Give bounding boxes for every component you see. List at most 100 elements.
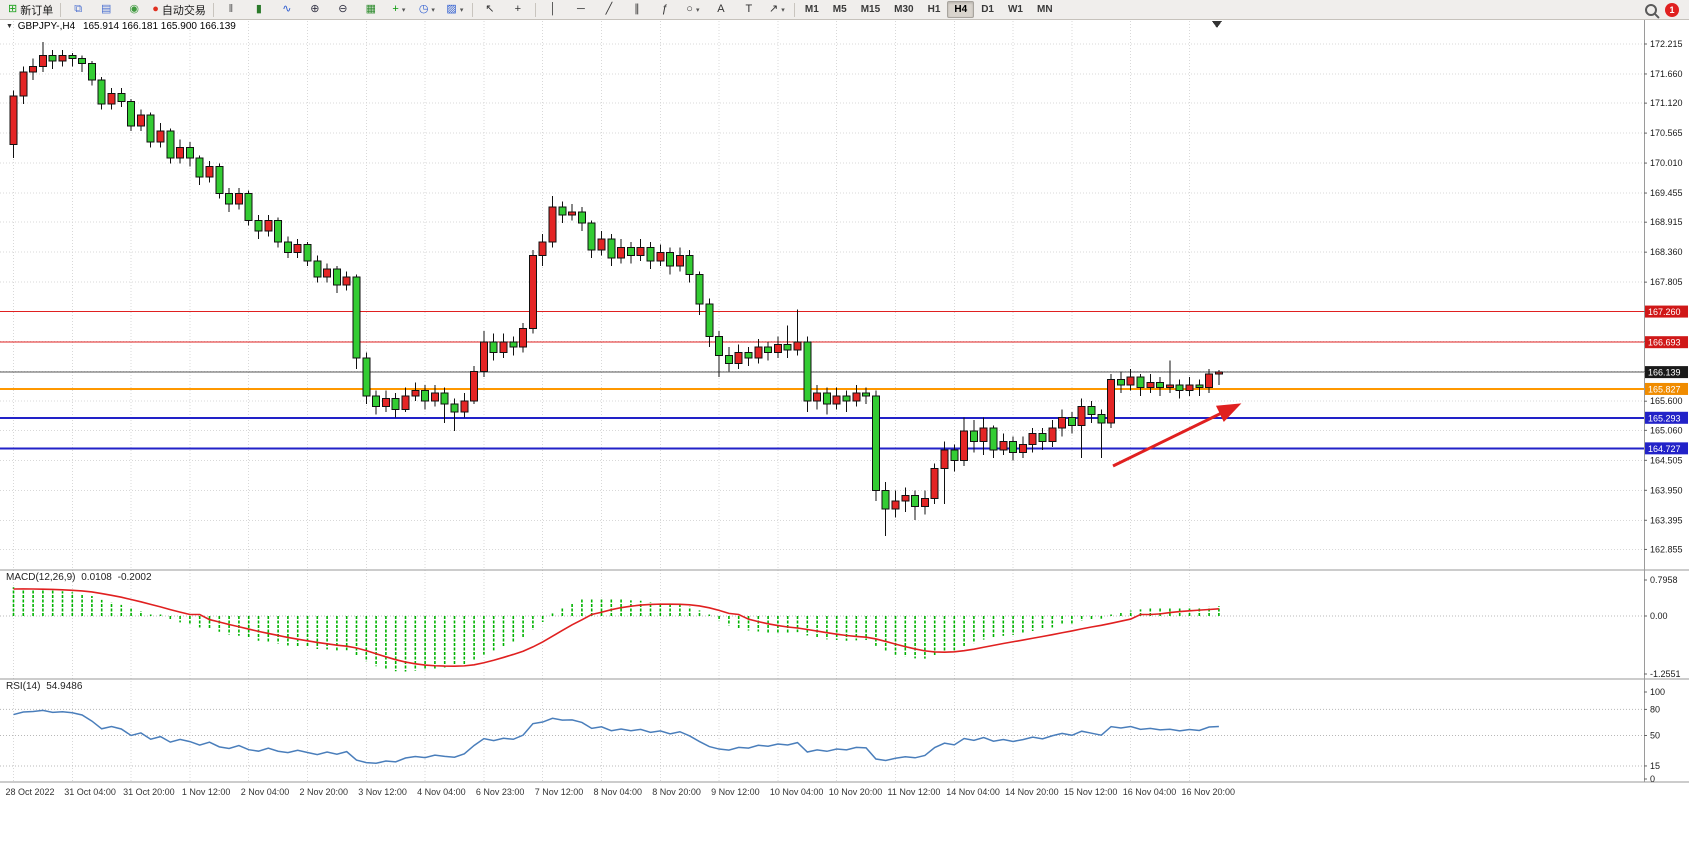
candle-body <box>999 441 1008 451</box>
templates-button[interactable]: ▨ ▾ <box>441 0 469 19</box>
data-window-button[interactable]: ▤ <box>92 0 120 19</box>
price-level-badge <box>1645 442 1688 455</box>
price-axis-label: 165.060 <box>1650 425 1683 435</box>
candle-body <box>715 335 724 356</box>
autotrading-button[interactable]: ● 自动交易 <box>148 0 210 19</box>
macd-axis-label: 0.00 <box>1650 611 1668 621</box>
candle-body <box>558 206 567 216</box>
charts-button[interactable]: ⧉ <box>64 0 92 19</box>
candle-body <box>293 244 302 254</box>
notification-badge[interactable]: 1 <box>1665 2 1679 17</box>
price-level-badge-label: 167.260 <box>1648 307 1681 317</box>
trendline-button[interactable]: ╱ <box>595 0 623 19</box>
price-axis-label: 171.120 <box>1650 98 1683 108</box>
fibonacci-button[interactable]: ƒ <box>651 0 679 19</box>
time-axis-label: 14 Nov 20:00 <box>1005 787 1059 797</box>
trend-arrow[interactable] <box>1112 403 1242 468</box>
candle-body <box>1165 384 1174 389</box>
symbol-expander-icon[interactable]: ▼ <box>6 23 13 30</box>
new-order-label: 新订单 <box>20 4 54 17</box>
candle-body <box>421 389 430 402</box>
candle-body <box>597 238 606 251</box>
candle-body <box>1048 427 1057 443</box>
candle-body <box>1116 379 1125 386</box>
horizontal-line-button[interactable]: ─ <box>567 0 595 19</box>
time-axis-label: 1 Nov 12:00 <box>182 787 231 797</box>
shapes-button[interactable]: ○ ▾ <box>679 0 707 19</box>
price-level-badge-label: 165.293 <box>1648 413 1681 423</box>
crosshair-button[interactable]: + <box>504 0 532 19</box>
text-button[interactable]: A <box>707 0 735 19</box>
text-label-button[interactable]: T <box>735 0 763 19</box>
timeframe-m15-button[interactable]: M15 <box>860 4 881 15</box>
candle-body <box>146 114 155 143</box>
candle-body <box>950 449 959 462</box>
timeframe-m30-button[interactable]: M30 <box>894 4 914 15</box>
candle-body <box>87 63 96 81</box>
macd-axis-label: -1.2551 <box>1650 669 1681 679</box>
price-axis-label: 170.010 <box>1650 158 1683 168</box>
chart-shift-marker[interactable] <box>1212 21 1222 28</box>
candle-body <box>205 165 214 178</box>
candle-body <box>323 268 332 278</box>
candlestick-chart-button[interactable]: ▮ <box>245 0 273 19</box>
candle-body <box>352 276 361 359</box>
horizontal-levels-layer[interactable] <box>0 311 1644 450</box>
cursor-button[interactable]: ↖ <box>476 0 504 19</box>
price-axis[interactable]: 172.215 171.660 171.120 170.565 170.010 169.4… <box>1644 39 1688 784</box>
candle-body <box>38 55 47 67</box>
line-chart-button[interactable]: ∿ <box>273 0 301 19</box>
timeframe-h4-button[interactable]: H4 <box>947 1 975 18</box>
chevron-down-icon: ▾ <box>695 6 700 14</box>
candle-body <box>548 206 557 243</box>
candle-body <box>989 427 998 451</box>
timeframe-d1-button[interactable]: D1 <box>981 4 994 15</box>
candle-body <box>166 130 175 159</box>
candle-body <box>509 341 518 348</box>
candle-body <box>29 65 38 73</box>
bar-chart-button[interactable]: ‖ <box>217 0 245 19</box>
navigator-button[interactable]: ◉ <box>120 0 148 19</box>
macd-panel <box>0 587 1644 672</box>
candle-body <box>264 219 273 232</box>
candle-body <box>803 341 812 402</box>
price-axis-label: 168.915 <box>1650 217 1683 227</box>
tile-windows-button[interactable]: ▦ <box>357 0 385 19</box>
timeframe-w1-button[interactable]: W1 <box>1007 4 1023 15</box>
time-axis-label: 2 Nov 20:00 <box>300 787 349 797</box>
candle-body <box>391 398 400 410</box>
vertical-line-button[interactable]: │ <box>539 0 567 19</box>
candle-body <box>1185 384 1194 391</box>
zoom-out-button[interactable]: ⊖ <box>329 0 357 19</box>
time-axis[interactable]: 28 Oct 2022 31 Oct 04:00 31 Oct 20:00 1 Nov… <box>6 787 1236 797</box>
candle-body <box>675 254 684 267</box>
search-icon[interactable] <box>1645 3 1657 16</box>
trend-arrow-line[interactable] <box>1112 403 1242 468</box>
timeframe-m1-button[interactable]: M1 <box>804 4 819 15</box>
candle-body <box>283 241 292 254</box>
timeframe-m5-button[interactable]: M5 <box>832 4 847 15</box>
indicators-button[interactable]: + ▾ <box>385 0 413 19</box>
timeframe-h1-button[interactable]: H1 <box>927 4 941 15</box>
zoom-in-icon: ⊕ <box>310 3 320 15</box>
time-axis-label: 7 Nov 12:00 <box>535 787 584 797</box>
candle-body <box>764 346 773 354</box>
zoom-in-button[interactable]: ⊕ <box>301 0 329 19</box>
arrows-button[interactable]: ↗ ▾ <box>763 0 791 19</box>
candle-body <box>450 403 459 413</box>
templates-icon: ▨ <box>446 3 457 15</box>
candle-body <box>489 341 498 354</box>
periods-button[interactable]: ◷ ▾ <box>413 0 441 19</box>
channel-button[interactable]: ∥ <box>623 0 651 19</box>
data-window-icon: ▤ <box>101 3 112 15</box>
chevron-down-icon: ▾ <box>431 6 435 14</box>
new-order-button[interactable]: ⊞ 新订单 <box>4 0 57 19</box>
candle-body <box>656 252 665 262</box>
symbol-title: GBPJPY-,H4 <box>17 21 76 32</box>
candle-body <box>1077 406 1086 427</box>
rsi-axis-label: 100 <box>1650 687 1665 697</box>
price-level-badge <box>1645 366 1688 379</box>
timeframe-mn-button[interactable]: MN <box>1036 4 1053 15</box>
ohlc-values: 165.914 166.181 165.900 166.139 <box>82 21 236 32</box>
